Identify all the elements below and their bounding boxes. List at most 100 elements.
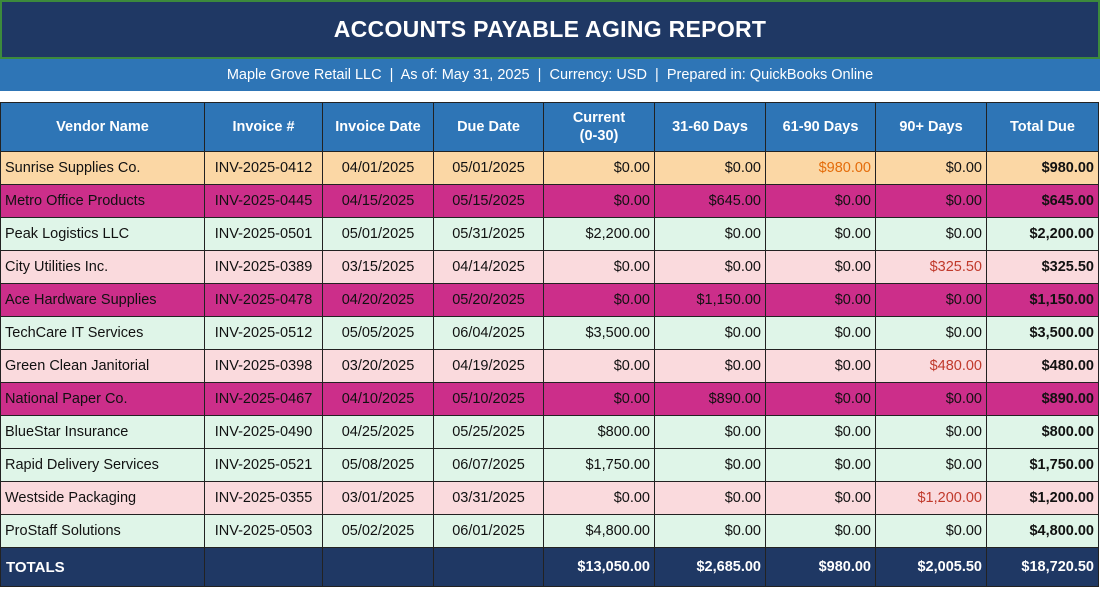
invoice-date-cell[interactable]: 03/01/2025 xyxy=(322,481,434,515)
invoice-date-cell[interactable]: 05/05/2025 xyxy=(322,316,434,350)
current-cell[interactable]: $800.00 xyxy=(543,415,655,449)
current-cell[interactable]: $0.00 xyxy=(543,349,655,383)
invoice-cell[interactable]: INV-2025-0512 xyxy=(204,316,323,350)
days-90-plus-cell[interactable]: $0.00 xyxy=(875,217,987,251)
days-90-plus-cell[interactable]: $0.00 xyxy=(875,151,987,185)
days-90-plus-cell[interactable]: $325.50 xyxy=(875,250,987,284)
invoice-date-cell[interactable]: 05/01/2025 xyxy=(322,217,434,251)
totals-empty-cell[interactable] xyxy=(433,547,544,587)
days-31-60-cell[interactable]: $890.00 xyxy=(654,382,766,416)
days-31-60-cell[interactable]: $0.00 xyxy=(654,217,766,251)
days-61-90-cell[interactable]: $0.00 xyxy=(765,382,876,416)
total-due-cell[interactable]: $980.00 xyxy=(986,151,1099,185)
current-cell[interactable]: $0.00 xyxy=(543,151,655,185)
invoice-date-cell[interactable]: 04/10/2025 xyxy=(322,382,434,416)
total-due-cell[interactable]: $645.00 xyxy=(986,184,1099,218)
invoice-cell[interactable]: INV-2025-0398 xyxy=(204,349,323,383)
current-cell[interactable]: $4,800.00 xyxy=(543,514,655,548)
invoice-date-cell[interactable]: 05/02/2025 xyxy=(322,514,434,548)
days-90-plus-cell[interactable]: $1,200.00 xyxy=(875,481,987,515)
vendor-cell[interactable]: Rapid Delivery Services xyxy=(0,448,205,482)
invoice-cell[interactable]: INV-2025-0503 xyxy=(204,514,323,548)
vendor-cell[interactable]: Ace Hardware Supplies xyxy=(0,283,205,317)
invoice-date-cell[interactable]: 04/25/2025 xyxy=(322,415,434,449)
total-due-cell[interactable]: $800.00 xyxy=(986,415,1099,449)
vendor-cell[interactable]: Peak Logistics LLC xyxy=(0,217,205,251)
days-61-90-cell[interactable]: $0.00 xyxy=(765,448,876,482)
col-header-total[interactable]: Total Due xyxy=(986,102,1099,152)
due-date-cell[interactable]: 03/31/2025 xyxy=(433,481,544,515)
totals-31-60[interactable]: $2,685.00 xyxy=(654,547,766,587)
total-due-cell[interactable]: $1,200.00 xyxy=(986,481,1099,515)
days-31-60-cell[interactable]: $0.00 xyxy=(654,349,766,383)
totals-label[interactable]: TOTALS xyxy=(0,547,205,587)
totals-90-plus[interactable]: $2,005.50 xyxy=(875,547,987,587)
days-90-plus-cell[interactable]: $0.00 xyxy=(875,316,987,350)
vendor-cell[interactable]: TechCare IT Services xyxy=(0,316,205,350)
invoice-cell[interactable]: INV-2025-0521 xyxy=(204,448,323,482)
days-61-90-cell[interactable]: $980.00 xyxy=(765,151,876,185)
col-header-current[interactable]: Current (0-30) xyxy=(543,102,655,152)
total-due-cell[interactable]: $325.50 xyxy=(986,250,1099,284)
days-61-90-cell[interactable]: $0.00 xyxy=(765,514,876,548)
due-date-cell[interactable]: 05/31/2025 xyxy=(433,217,544,251)
due-date-cell[interactable]: 05/20/2025 xyxy=(433,283,544,317)
days-61-90-cell[interactable]: $0.00 xyxy=(765,415,876,449)
due-date-cell[interactable]: 05/10/2025 xyxy=(433,382,544,416)
days-61-90-cell[interactable]: $0.00 xyxy=(765,316,876,350)
days-90-plus-cell[interactable]: $0.00 xyxy=(875,415,987,449)
invoice-cell[interactable]: INV-2025-0467 xyxy=(204,382,323,416)
vendor-cell[interactable]: Metro Office Products xyxy=(0,184,205,218)
totals-grand-total[interactable]: $18,720.50 xyxy=(986,547,1099,587)
due-date-cell[interactable]: 05/25/2025 xyxy=(433,415,544,449)
days-90-plus-cell[interactable]: $0.00 xyxy=(875,283,987,317)
total-due-cell[interactable]: $480.00 xyxy=(986,349,1099,383)
days-61-90-cell[interactable]: $0.00 xyxy=(765,250,876,284)
days-31-60-cell[interactable]: $0.00 xyxy=(654,316,766,350)
current-cell[interactable]: $0.00 xyxy=(543,382,655,416)
days-31-60-cell[interactable]: $0.00 xyxy=(654,151,766,185)
totals-empty-cell[interactable] xyxy=(322,547,434,587)
vendor-cell[interactable]: Westside Packaging xyxy=(0,481,205,515)
total-due-cell[interactable]: $890.00 xyxy=(986,382,1099,416)
invoice-cell[interactable]: INV-2025-0501 xyxy=(204,217,323,251)
col-header-90-plus[interactable]: 90+ Days xyxy=(875,102,987,152)
vendor-cell[interactable]: Sunrise Supplies Co. xyxy=(0,151,205,185)
due-date-cell[interactable]: 06/07/2025 xyxy=(433,448,544,482)
days-61-90-cell[interactable]: $0.00 xyxy=(765,481,876,515)
current-cell[interactable]: $0.00 xyxy=(543,481,655,515)
invoice-cell[interactable]: INV-2025-0490 xyxy=(204,415,323,449)
totals-empty-cell[interactable] xyxy=(204,547,323,587)
days-90-plus-cell[interactable]: $0.00 xyxy=(875,448,987,482)
totals-61-90[interactable]: $980.00 xyxy=(765,547,876,587)
days-31-60-cell[interactable]: $0.00 xyxy=(654,514,766,548)
current-cell[interactable]: $3,500.00 xyxy=(543,316,655,350)
total-due-cell[interactable]: $1,750.00 xyxy=(986,448,1099,482)
days-90-plus-cell[interactable]: $0.00 xyxy=(875,382,987,416)
invoice-date-cell[interactable]: 03/15/2025 xyxy=(322,250,434,284)
days-31-60-cell[interactable]: $0.00 xyxy=(654,250,766,284)
total-due-cell[interactable]: $3,500.00 xyxy=(986,316,1099,350)
due-date-cell[interactable]: 04/19/2025 xyxy=(433,349,544,383)
days-31-60-cell[interactable]: $645.00 xyxy=(654,184,766,218)
days-61-90-cell[interactable]: $0.00 xyxy=(765,349,876,383)
vendor-cell[interactable]: National Paper Co. xyxy=(0,382,205,416)
current-cell[interactable]: $0.00 xyxy=(543,283,655,317)
total-due-cell[interactable]: $1,150.00 xyxy=(986,283,1099,317)
invoice-cell[interactable]: INV-2025-0445 xyxy=(204,184,323,218)
days-61-90-cell[interactable]: $0.00 xyxy=(765,217,876,251)
due-date-cell[interactable]: 06/04/2025 xyxy=(433,316,544,350)
total-due-cell[interactable]: $2,200.00 xyxy=(986,217,1099,251)
invoice-date-cell[interactable]: 04/15/2025 xyxy=(322,184,434,218)
days-31-60-cell[interactable]: $0.00 xyxy=(654,415,766,449)
vendor-cell[interactable]: BlueStar Insurance xyxy=(0,415,205,449)
col-header-vendor[interactable]: Vendor Name xyxy=(0,102,205,152)
due-date-cell[interactable]: 05/01/2025 xyxy=(433,151,544,185)
invoice-date-cell[interactable]: 04/01/2025 xyxy=(322,151,434,185)
col-header-61-90[interactable]: 61-90 Days xyxy=(765,102,876,152)
vendor-cell[interactable]: Green Clean Janitorial xyxy=(0,349,205,383)
invoice-cell[interactable]: INV-2025-0355 xyxy=(204,481,323,515)
invoice-date-cell[interactable]: 03/20/2025 xyxy=(322,349,434,383)
current-cell[interactable]: $2,200.00 xyxy=(543,217,655,251)
days-31-60-cell[interactable]: $0.00 xyxy=(654,448,766,482)
